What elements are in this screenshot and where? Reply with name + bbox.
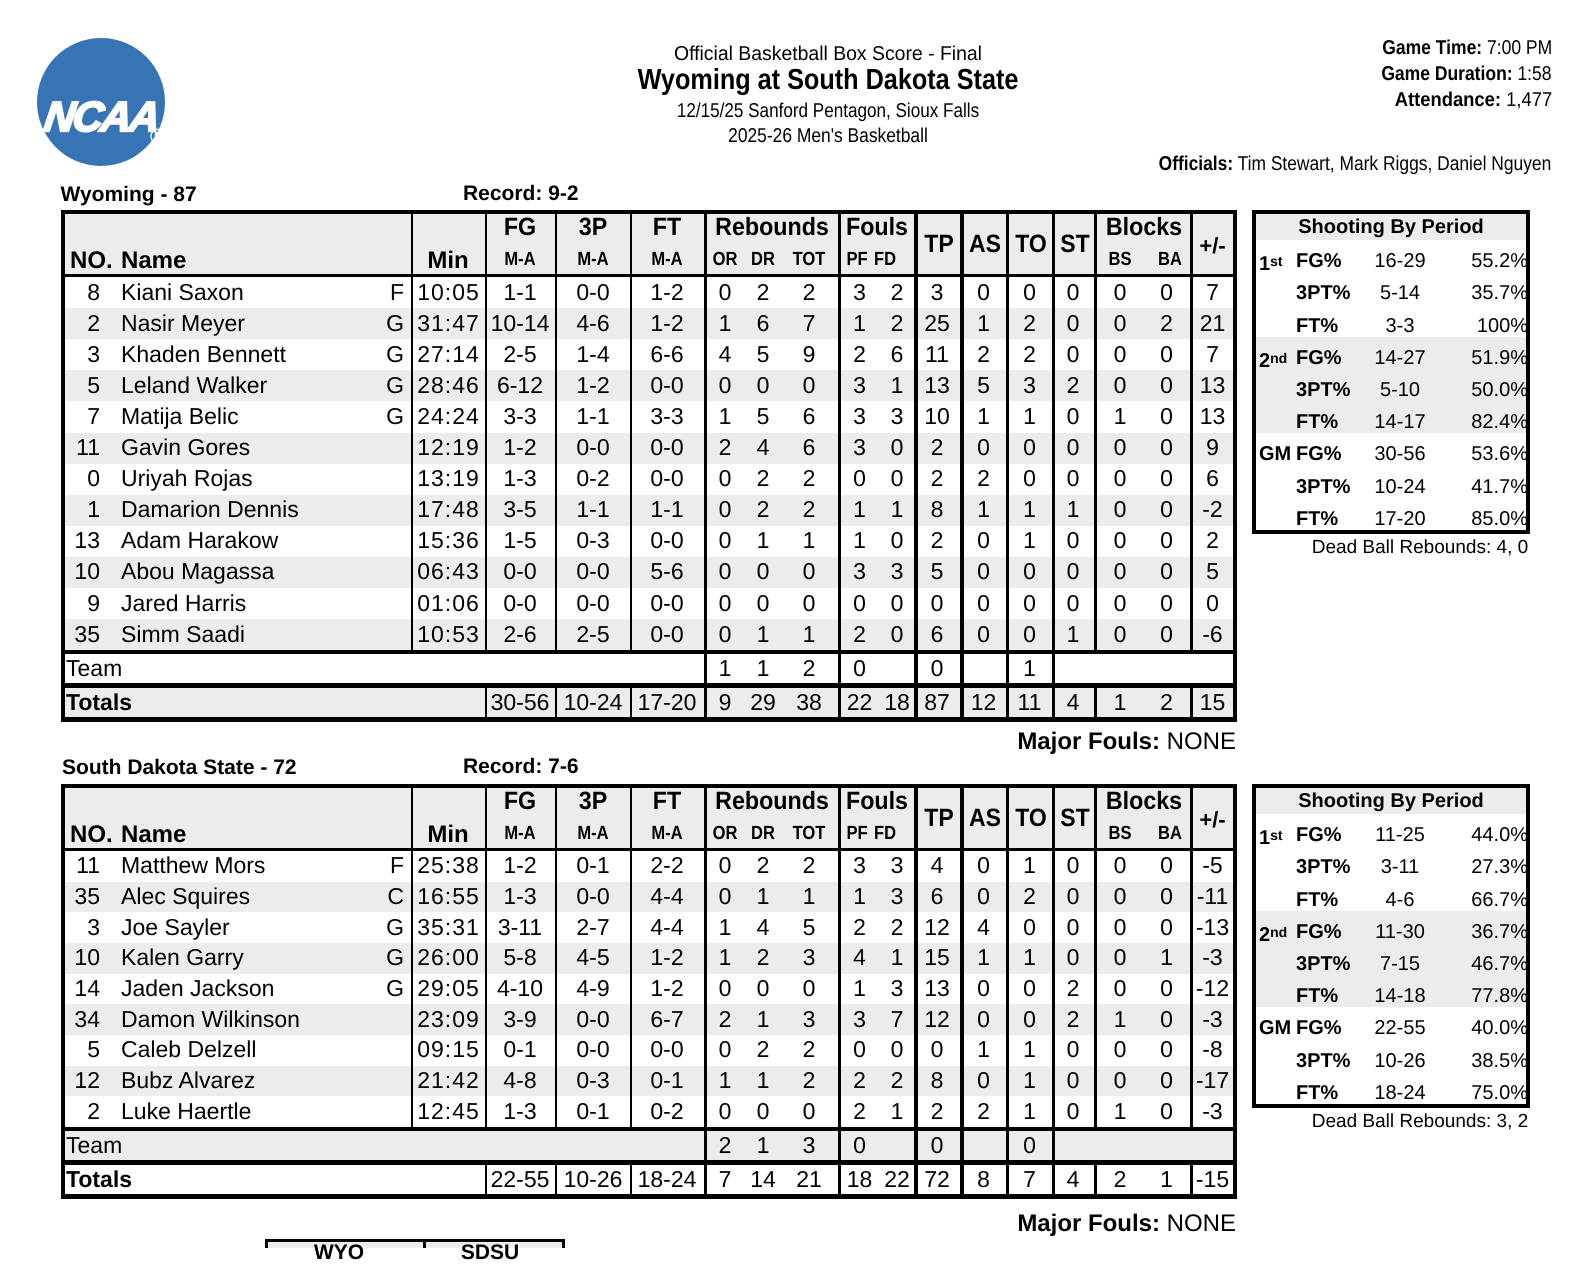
- svg-text:NCAA: NCAA: [42, 93, 162, 140]
